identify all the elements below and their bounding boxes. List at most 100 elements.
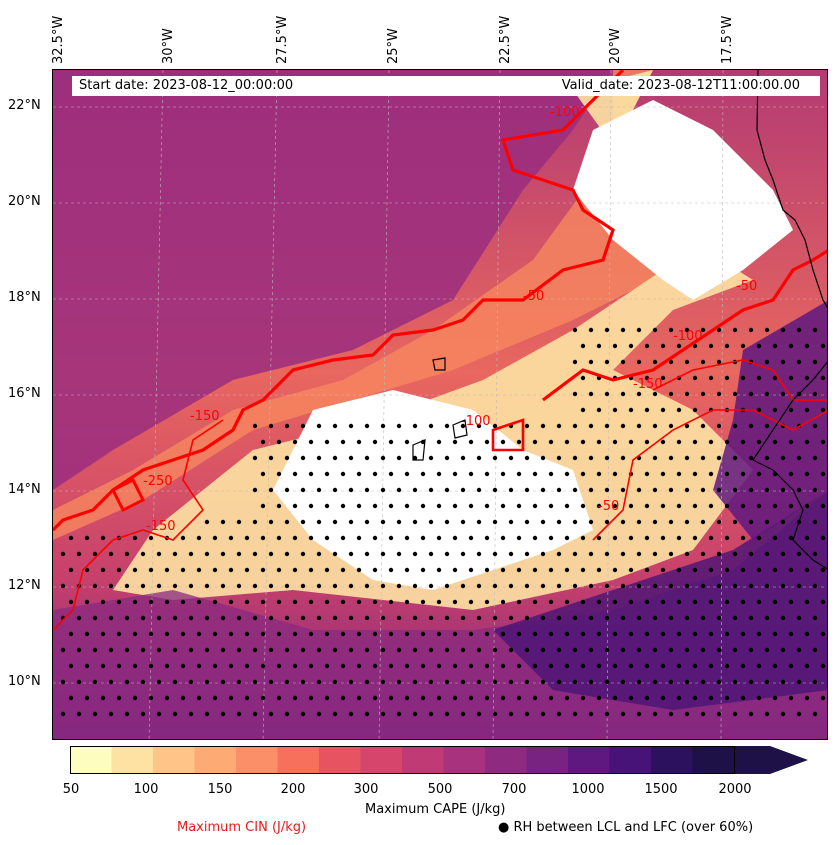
rh-dot — [804, 535, 810, 541]
rh-dot — [292, 567, 298, 573]
rh-dot — [748, 423, 754, 429]
rh-dot — [188, 615, 194, 621]
rh-dot — [452, 439, 458, 445]
rh-dot — [324, 535, 330, 541]
rh-dot — [596, 343, 602, 349]
rh-dot — [404, 599, 410, 605]
rh-dot — [740, 375, 746, 381]
rh-dot — [500, 567, 506, 573]
cin-contour-thin-west — [53, 419, 224, 631]
cin-contour-label: -100 — [550, 105, 580, 120]
rh-dot — [716, 551, 722, 557]
rh-legend-label: RH between LCL and LFC (over 60%) — [513, 820, 754, 835]
rh-dot — [428, 615, 434, 621]
rh-dot — [556, 583, 562, 589]
rh-dot — [500, 471, 506, 477]
rh-dot — [644, 567, 650, 573]
rh-dot — [564, 567, 570, 573]
rh-dot — [532, 631, 538, 637]
rh-dot — [812, 359, 818, 365]
rh-dot — [708, 375, 714, 381]
rh-dot — [724, 471, 730, 477]
rh-dot — [412, 455, 418, 461]
rh-dot — [332, 423, 338, 429]
rh-dot — [780, 327, 786, 333]
rh-dot — [124, 711, 130, 717]
rh-dot — [724, 439, 730, 445]
rh-dot — [508, 647, 514, 653]
colorbar-cell — [402, 746, 444, 774]
rh-dot — [572, 359, 578, 365]
rh-dot — [644, 663, 650, 669]
rh-dot — [276, 503, 282, 509]
rh-dot — [644, 503, 650, 509]
rh-dot — [628, 663, 634, 669]
rh-dot — [396, 647, 402, 653]
rh-dot — [364, 551, 370, 557]
rh-dot — [772, 407, 778, 413]
rh-dot — [396, 455, 402, 461]
rh-dot — [716, 615, 722, 621]
rh-dot — [556, 615, 562, 621]
rh-dot — [652, 455, 658, 461]
rh-dot — [300, 487, 306, 493]
rh-dot — [292, 695, 298, 701]
rh-dot — [356, 471, 362, 477]
colorbar-tick: 1500 — [644, 782, 678, 797]
cape-colorbar — [70, 746, 808, 774]
rh-dot — [548, 599, 554, 605]
rh-dot — [476, 487, 482, 493]
rh-dot — [724, 567, 730, 573]
rh-dot — [508, 583, 514, 589]
rh-dot — [316, 423, 322, 429]
rh-dot — [412, 423, 418, 429]
rh-dot — [732, 583, 738, 589]
rh-dot — [652, 423, 658, 429]
rh-dot — [316, 487, 322, 493]
rh-dot — [484, 503, 490, 509]
rh-dot — [628, 599, 634, 605]
rh-dot — [380, 711, 386, 717]
rh-dot — [268, 615, 274, 621]
rh-dot — [508, 519, 514, 525]
rh-dot — [532, 695, 538, 701]
rh-dot — [156, 679, 162, 685]
rh-dot — [732, 519, 738, 525]
rh-dot — [108, 583, 114, 589]
rh-dot — [564, 503, 570, 509]
rh-dot — [788, 471, 794, 477]
rh-dot — [804, 631, 810, 637]
rh-dot — [780, 519, 786, 525]
rh-dot — [588, 455, 594, 461]
rh-dot — [164, 599, 170, 605]
rh-dot — [660, 567, 666, 573]
rh-dot — [484, 631, 490, 637]
rh-dot — [748, 711, 754, 717]
rh-dot — [316, 583, 322, 589]
rh-dot — [388, 503, 394, 509]
colorbar-cell — [360, 746, 403, 774]
rh-dot — [476, 679, 482, 685]
rh-dot — [764, 583, 770, 589]
rh-dot — [468, 439, 474, 445]
rh-dot — [588, 615, 594, 621]
rh-dot — [588, 359, 594, 365]
lat-label-14n: 14°N — [8, 482, 41, 497]
rh-dot — [228, 567, 234, 573]
rh-dot — [492, 615, 498, 621]
rh-dot — [428, 647, 434, 653]
rh-dot — [436, 471, 442, 477]
rh-dot — [628, 535, 634, 541]
rh-dot — [612, 471, 618, 477]
rh-dot — [524, 551, 530, 557]
rh-dot — [588, 487, 594, 493]
rh-dot — [572, 583, 578, 589]
colorbar-cell — [153, 746, 195, 774]
rh-dot — [516, 567, 522, 573]
rh-dot — [116, 695, 122, 701]
rh-dot — [84, 695, 90, 701]
rh-dot — [572, 391, 578, 397]
rh-dot — [564, 695, 570, 701]
rh-dot — [580, 535, 586, 541]
rh-dot — [596, 471, 602, 477]
